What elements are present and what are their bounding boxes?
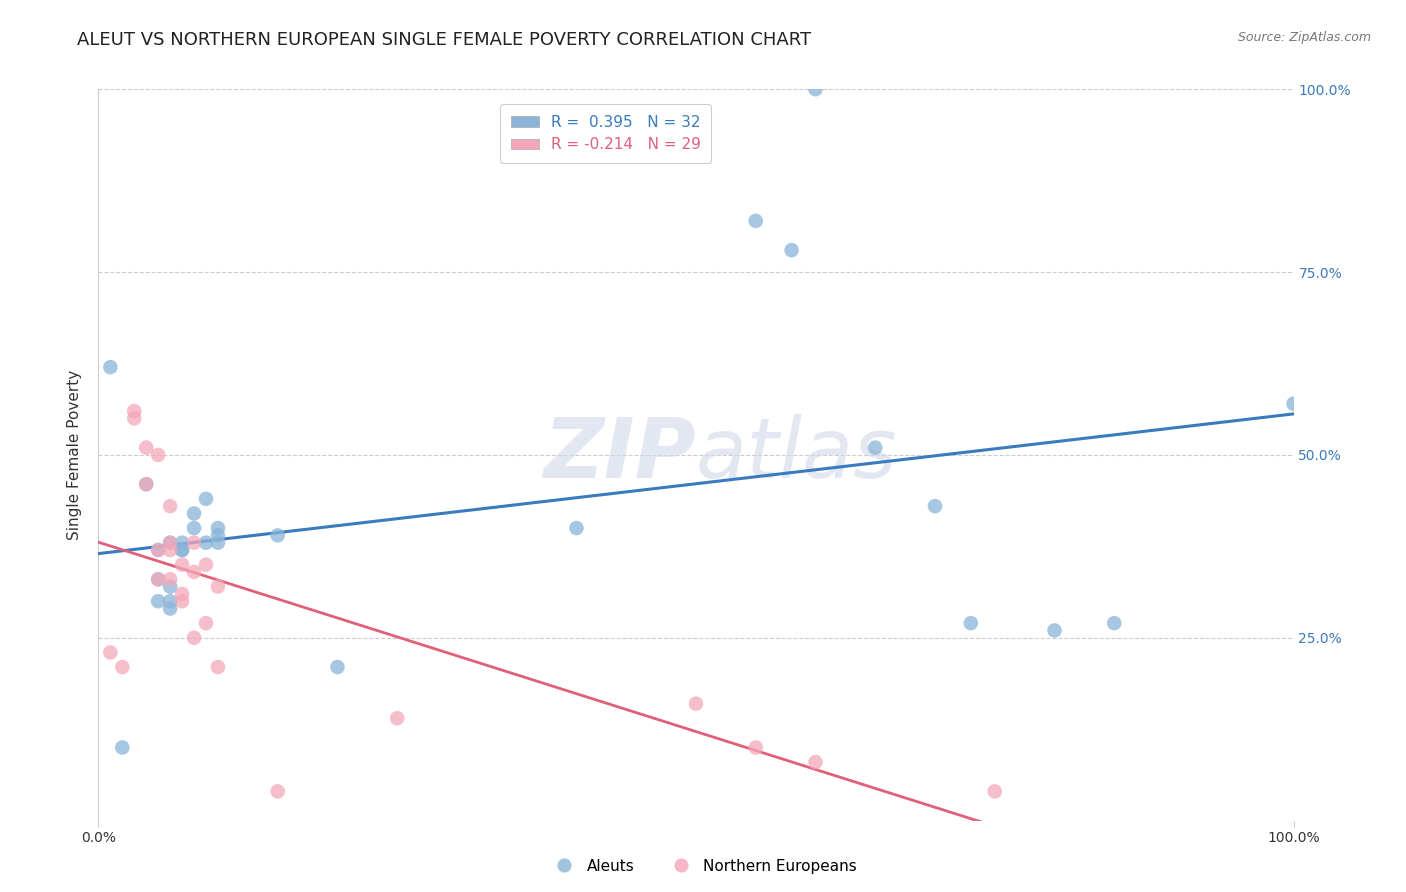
Point xyxy=(148,572,170,586)
Point xyxy=(195,558,218,572)
Point xyxy=(745,214,768,228)
Text: ZIP: ZIP xyxy=(543,415,696,495)
Point xyxy=(267,528,290,542)
Point xyxy=(207,521,229,535)
Point xyxy=(172,543,194,558)
Y-axis label: Single Female Poverty: Single Female Poverty xyxy=(67,370,83,540)
Point xyxy=(780,243,803,257)
Point xyxy=(172,587,194,601)
Point xyxy=(148,448,170,462)
Point xyxy=(159,601,181,615)
Point xyxy=(172,543,194,558)
Point xyxy=(804,82,827,96)
Point xyxy=(1043,624,1066,638)
Point xyxy=(804,755,827,769)
Point xyxy=(148,594,170,608)
Point xyxy=(159,594,181,608)
Point xyxy=(159,535,181,549)
Point xyxy=(159,572,181,586)
Point xyxy=(172,594,194,608)
Point xyxy=(135,441,157,455)
Point xyxy=(98,360,122,375)
Point xyxy=(159,580,181,594)
Point xyxy=(148,572,170,586)
Point xyxy=(183,507,205,521)
Point xyxy=(924,499,946,513)
Point xyxy=(111,660,134,674)
Point xyxy=(124,411,146,425)
Point xyxy=(207,660,229,674)
Point xyxy=(207,528,229,542)
Point xyxy=(1104,616,1126,631)
Point xyxy=(960,616,983,631)
Point xyxy=(183,521,205,535)
Point xyxy=(172,558,194,572)
Point xyxy=(98,645,122,659)
Text: Source: ZipAtlas.com: Source: ZipAtlas.com xyxy=(1237,31,1371,45)
Point xyxy=(865,441,887,455)
Point xyxy=(195,616,218,631)
Point xyxy=(183,565,205,579)
Text: atlas: atlas xyxy=(696,415,897,495)
Point xyxy=(207,580,229,594)
Point xyxy=(1282,397,1305,411)
Point xyxy=(565,521,588,535)
Point xyxy=(195,535,218,549)
Point xyxy=(183,631,205,645)
Point xyxy=(267,784,290,798)
Point xyxy=(148,543,170,558)
Point xyxy=(385,711,409,725)
Point xyxy=(745,740,768,755)
Point xyxy=(135,477,157,491)
Text: ALEUT VS NORTHERN EUROPEAN SINGLE FEMALE POVERTY CORRELATION CHART: ALEUT VS NORTHERN EUROPEAN SINGLE FEMALE… xyxy=(77,31,811,49)
Point xyxy=(183,535,205,549)
Point xyxy=(159,535,181,549)
Point xyxy=(195,491,218,506)
Point xyxy=(135,477,157,491)
Point xyxy=(111,740,134,755)
Point xyxy=(207,535,229,549)
Point xyxy=(984,784,1007,798)
Point xyxy=(685,697,707,711)
Point xyxy=(159,499,181,513)
Point xyxy=(159,543,181,558)
Point xyxy=(148,543,170,558)
Legend: R =  0.395   N = 32, R = -0.214   N = 29: R = 0.395 N = 32, R = -0.214 N = 29 xyxy=(501,104,711,163)
Point xyxy=(172,535,194,549)
Point xyxy=(124,404,146,418)
Legend: Aleuts, Northern Europeans: Aleuts, Northern Europeans xyxy=(543,853,863,880)
Point xyxy=(326,660,349,674)
